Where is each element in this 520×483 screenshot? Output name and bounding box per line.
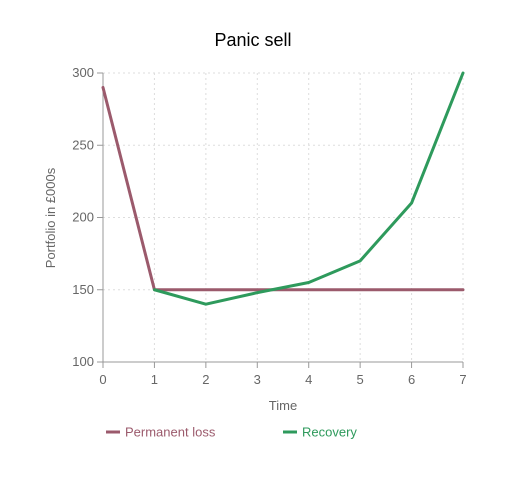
series-lines bbox=[101, 71, 465, 306]
x-tick-label: 3 bbox=[254, 372, 261, 387]
y-tick-label: 200 bbox=[72, 210, 94, 225]
y-tick-label: 250 bbox=[72, 137, 94, 152]
x-axis-title: Time bbox=[269, 398, 297, 413]
y-tick-label: 100 bbox=[72, 354, 94, 369]
chart-title: Panic sell bbox=[214, 30, 291, 50]
axes bbox=[97, 72, 464, 368]
series-line-permanent-loss bbox=[101, 85, 465, 292]
x-tick-label: 1 bbox=[151, 372, 158, 387]
tick-labels: 0 1 2 3 4 5 6 7 100 150 200 250 300 bbox=[72, 65, 466, 387]
legend-item-recovery[interactable]: Recovery bbox=[283, 425, 357, 440]
x-tick-label: 6 bbox=[408, 372, 415, 387]
y-axis-title: Portfolio in £000s bbox=[43, 167, 58, 268]
y-tick-label: 150 bbox=[72, 282, 94, 297]
y-tick-label: 300 bbox=[72, 65, 94, 80]
grid bbox=[102, 72, 464, 363]
legend-label: Permanent loss bbox=[125, 425, 216, 440]
x-tick-label: 4 bbox=[305, 372, 312, 387]
legend-item-permanent-loss[interactable]: Permanent loss bbox=[106, 425, 216, 440]
x-tick-label: 7 bbox=[459, 372, 466, 387]
series-line-recovery bbox=[152, 71, 465, 306]
x-tick-label: 0 bbox=[99, 372, 106, 387]
x-tick-label: 2 bbox=[202, 372, 209, 387]
legend-label: Recovery bbox=[302, 425, 357, 440]
x-tick-label: 5 bbox=[357, 372, 364, 387]
legend: Permanent loss Recovery bbox=[106, 425, 357, 440]
